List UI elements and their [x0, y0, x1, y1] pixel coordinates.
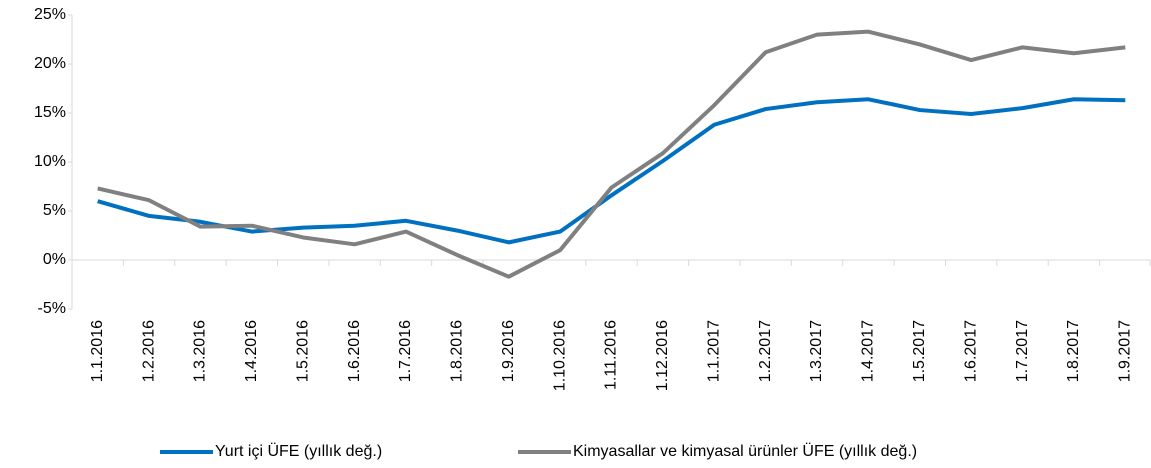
- x-tick-label: 1.4.2017: [860, 320, 877, 382]
- legend-label: Yurt içi ÜFE (yıllık değ.): [215, 442, 382, 460]
- x-tick-label: 1.4.2016: [243, 320, 260, 382]
- x-tick-label: 1.12.2016: [654, 320, 671, 391]
- y-tick-label: -5%: [38, 300, 66, 317]
- legend-item: Yurt içi ÜFE (yıllık değ.): [160, 442, 382, 460]
- x-tick-label: 1.10.2016: [551, 320, 568, 391]
- x-tick-label: 1.9.2016: [500, 320, 517, 382]
- legend-label: Kimyasallar ve kimyasal ürünler ÜFE (yıl…: [573, 442, 917, 460]
- x-tick-label: 1.8.2017: [1065, 320, 1082, 382]
- x-tick-label: 1.7.2016: [397, 320, 414, 382]
- x-tick-label: 1.9.2017: [1117, 320, 1134, 382]
- y-tick-label: 25%: [34, 6, 66, 23]
- y-tick-label: 10%: [34, 153, 66, 170]
- x-tick-label: 1.8.2016: [449, 320, 466, 382]
- y-tick-label: 20%: [34, 55, 66, 72]
- y-tick-label: 0%: [43, 251, 66, 268]
- series-line: [97, 29, 1126, 279]
- x-tick-label: 1.6.2016: [346, 320, 363, 382]
- x-tick-label: 1.5.2017: [911, 320, 928, 382]
- series-line: [97, 97, 1126, 245]
- x-tick-label: 1.2.2017: [757, 320, 774, 382]
- x-tick-label: 1.7.2017: [1014, 320, 1031, 382]
- x-tick-label: 1.6.2017: [962, 320, 979, 382]
- x-tick-label: 1.11.2016: [603, 320, 620, 390]
- x-tick-label: 1.1.2017: [705, 320, 722, 382]
- legend-item: Kimyasallar ve kimyasal ürünler ÜFE (yıl…: [518, 442, 917, 460]
- x-tick-label: 1.3.2017: [808, 320, 825, 382]
- x-tick-label: 1.5.2016: [294, 320, 311, 382]
- y-tick-label: 5%: [43, 202, 66, 219]
- y-tick-label: 15%: [34, 104, 66, 121]
- x-tick-label: 1.3.2016: [192, 320, 209, 382]
- x-tick-label: 1.1.2016: [89, 320, 106, 382]
- x-tick-label: 1.2.2016: [140, 320, 157, 382]
